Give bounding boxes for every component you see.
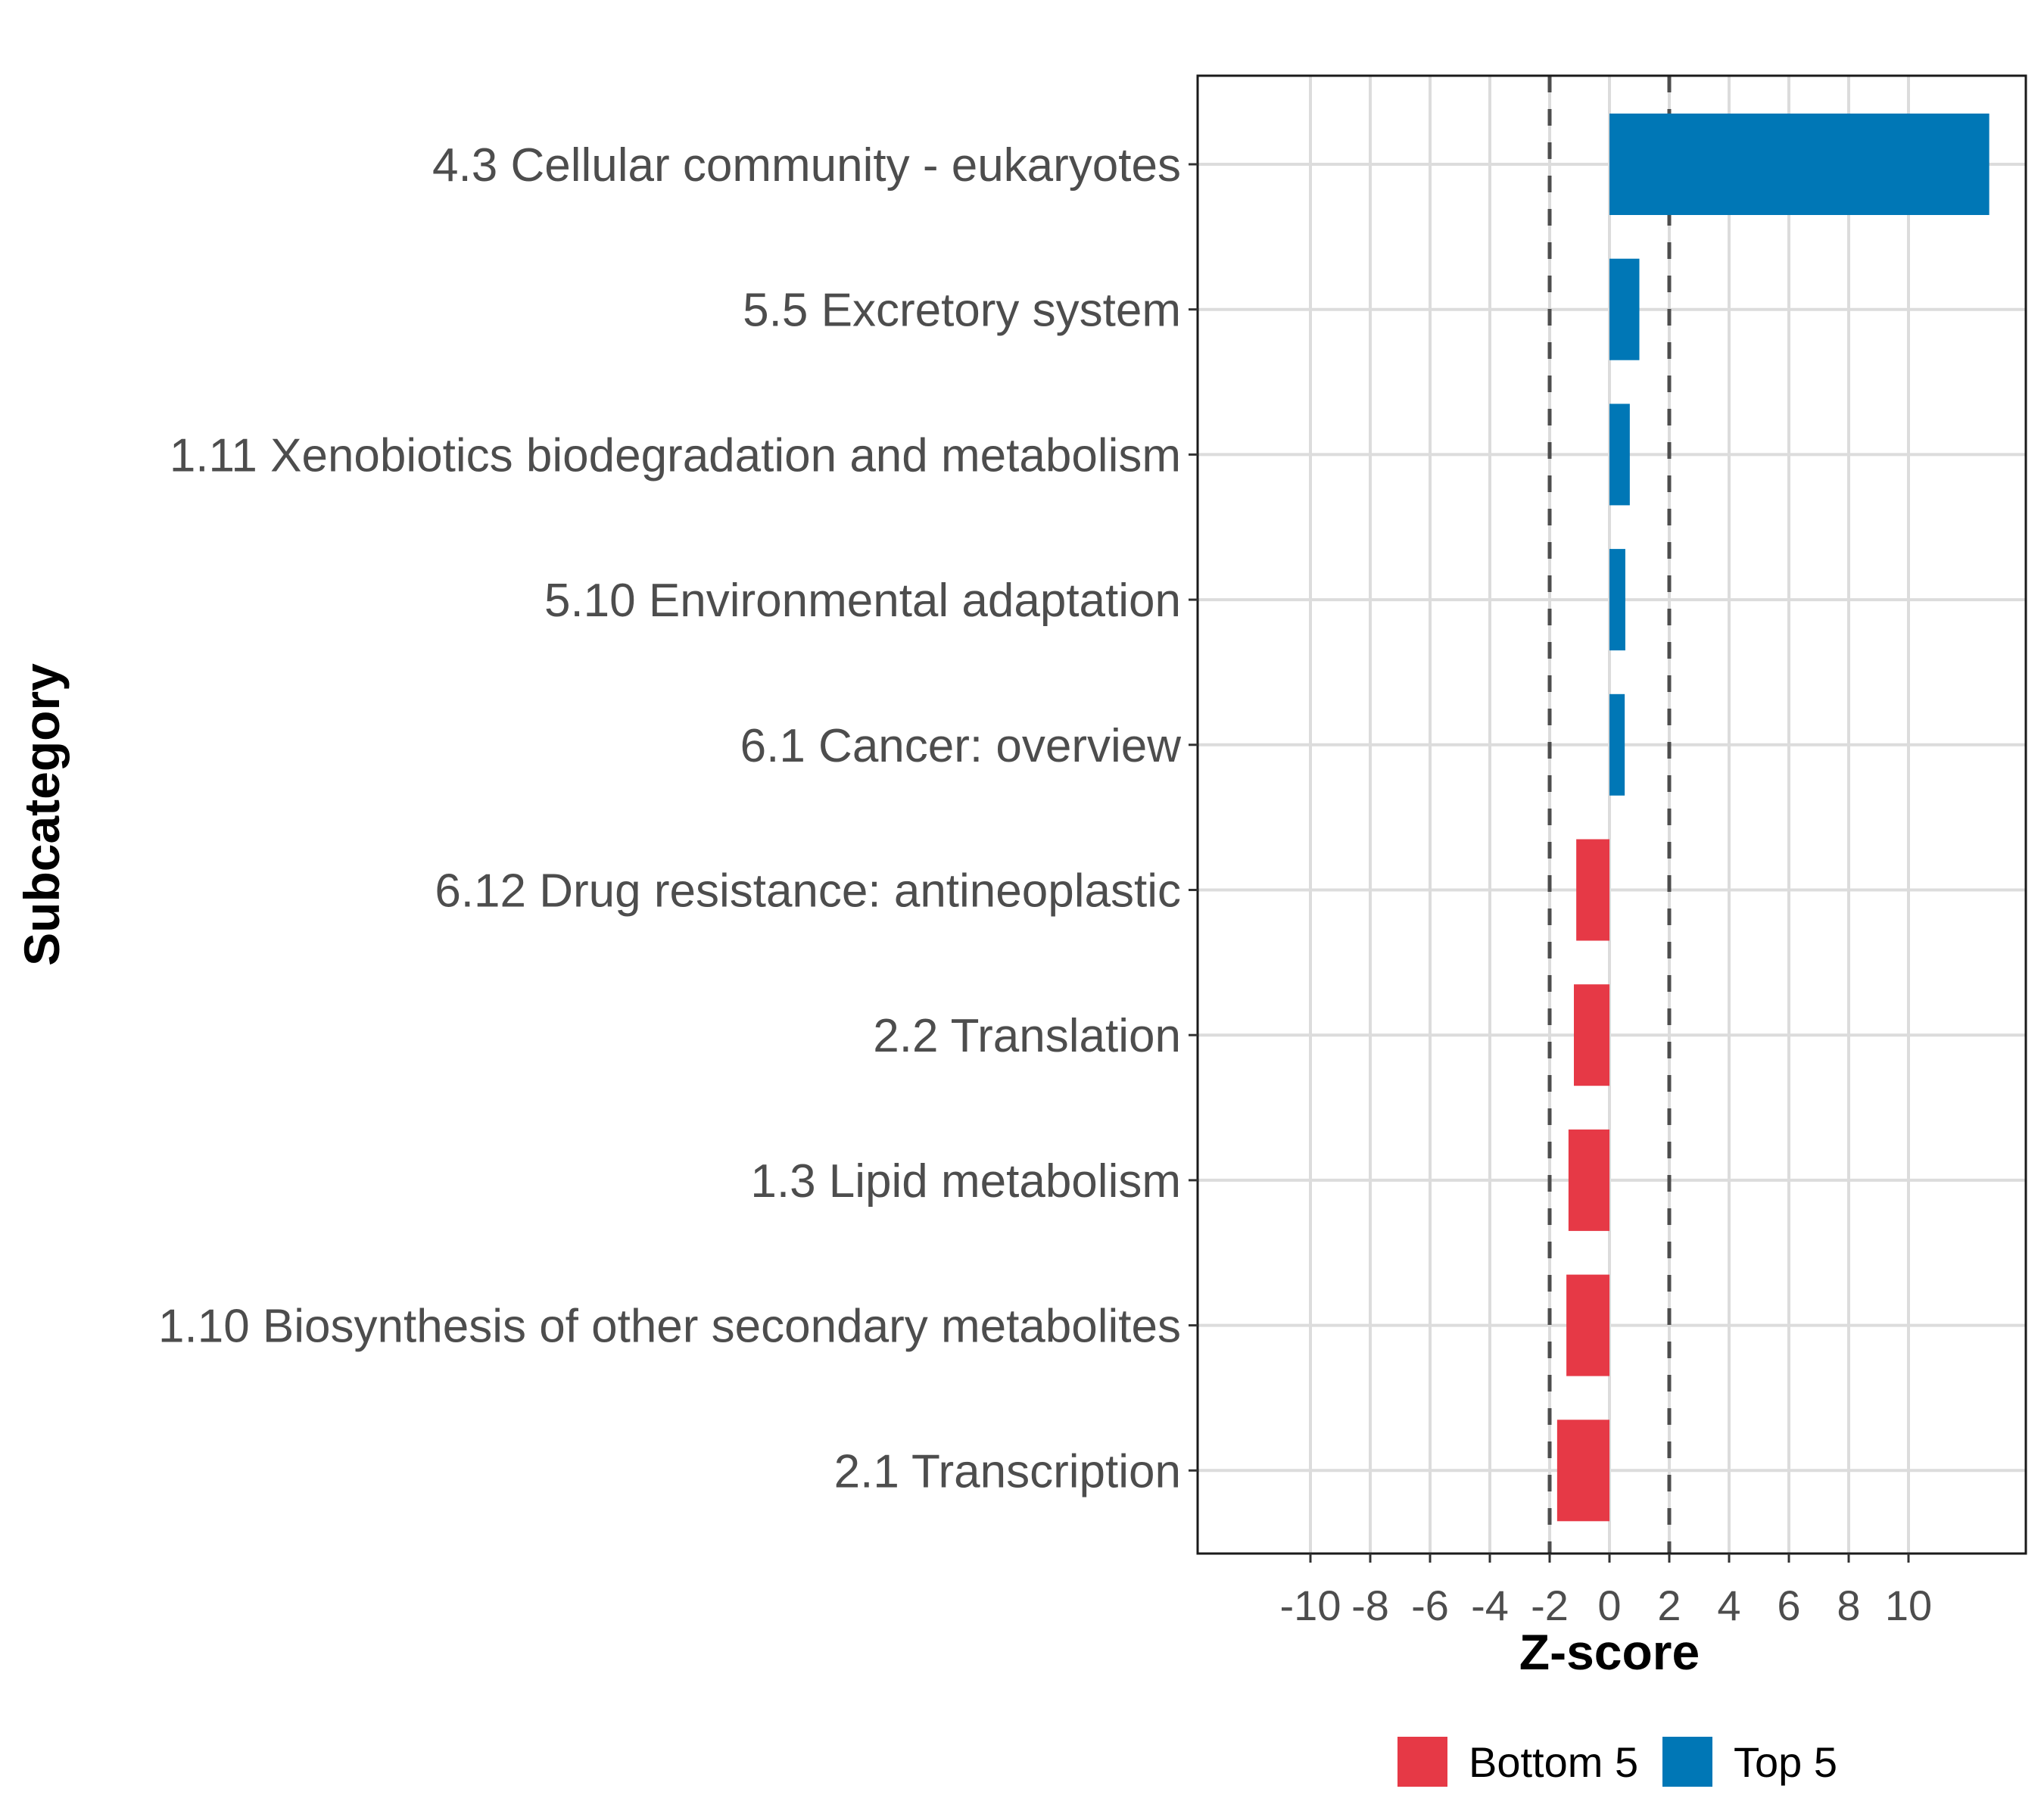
- x-tick-label: 6: [1777, 1582, 1800, 1629]
- bar: [1573, 984, 1609, 1086]
- y-tick-label: 1.3 Lipid metabolism: [750, 1155, 1181, 1208]
- bar: [1568, 1129, 1609, 1231]
- x-tick-label: 10: [1885, 1582, 1932, 1629]
- bar: [1566, 1274, 1609, 1376]
- bar: [1609, 404, 1630, 506]
- y-tick-label: 5.10 Environmental adaptation: [544, 575, 1181, 627]
- x-tick-label: -8: [1351, 1582, 1389, 1629]
- y-tick-label: 4.3 Cellular community - eukaryotes: [432, 139, 1181, 192]
- y-tick-label: 2.1 Transcription: [834, 1445, 1181, 1498]
- y-tick-label: 1.11 Xenobiotics biodegradation and meta…: [170, 429, 1181, 482]
- x-axis-title: Z-score: [1519, 1624, 1700, 1680]
- y-tick-label: 1.10 Biosynthesis of other secondary met…: [158, 1301, 1181, 1353]
- legend-swatch: [1397, 1737, 1447, 1787]
- x-tick-label: 8: [1837, 1582, 1860, 1629]
- x-tick-label: 0: [1597, 1582, 1621, 1629]
- y-tick-label: 5.5 Excretory system: [743, 285, 1181, 337]
- bar: [1609, 693, 1625, 796]
- x-tick-label: -6: [1411, 1582, 1449, 1629]
- y-tick-label: 6.12 Drug resistance: antineoplastic: [435, 865, 1181, 918]
- legend: Bottom 5 Top 5: [1397, 1737, 1837, 1787]
- x-tick-labels: -10 -8 -6 -4 -2 0 2 4 6 8 10: [1280, 1554, 1932, 1629]
- y-axis-title: Subcategory: [14, 663, 70, 966]
- bar: [1556, 1420, 1609, 1522]
- bars: [1556, 114, 1989, 1522]
- bar: [1609, 114, 1989, 215]
- bar: [1609, 258, 1640, 360]
- x-tick-label: 2: [1657, 1582, 1681, 1629]
- legend-label: Bottom 5: [1469, 1738, 1638, 1786]
- x-tick-label: -10: [1280, 1582, 1341, 1629]
- legend-label: Top 5: [1734, 1738, 1837, 1786]
- y-tick-label: 6.1 Cancer: overview: [740, 720, 1182, 772]
- plot-panel-border: [1196, 74, 2027, 1555]
- bar: [1609, 549, 1625, 651]
- y-tick-label: 2.2 Translation: [873, 1010, 1181, 1062]
- x-tick-label: -2: [1531, 1582, 1569, 1629]
- x-tick-label: -4: [1471, 1582, 1509, 1629]
- reference-lines: [1547, 76, 1672, 1554]
- y-tick-labels: 4.3 Cellular community - eukaryotes 5.5 E…: [158, 139, 1198, 1498]
- legend-swatch: [1662, 1737, 1712, 1787]
- bar: [1576, 839, 1609, 941]
- x-tick-label: 4: [1717, 1582, 1740, 1629]
